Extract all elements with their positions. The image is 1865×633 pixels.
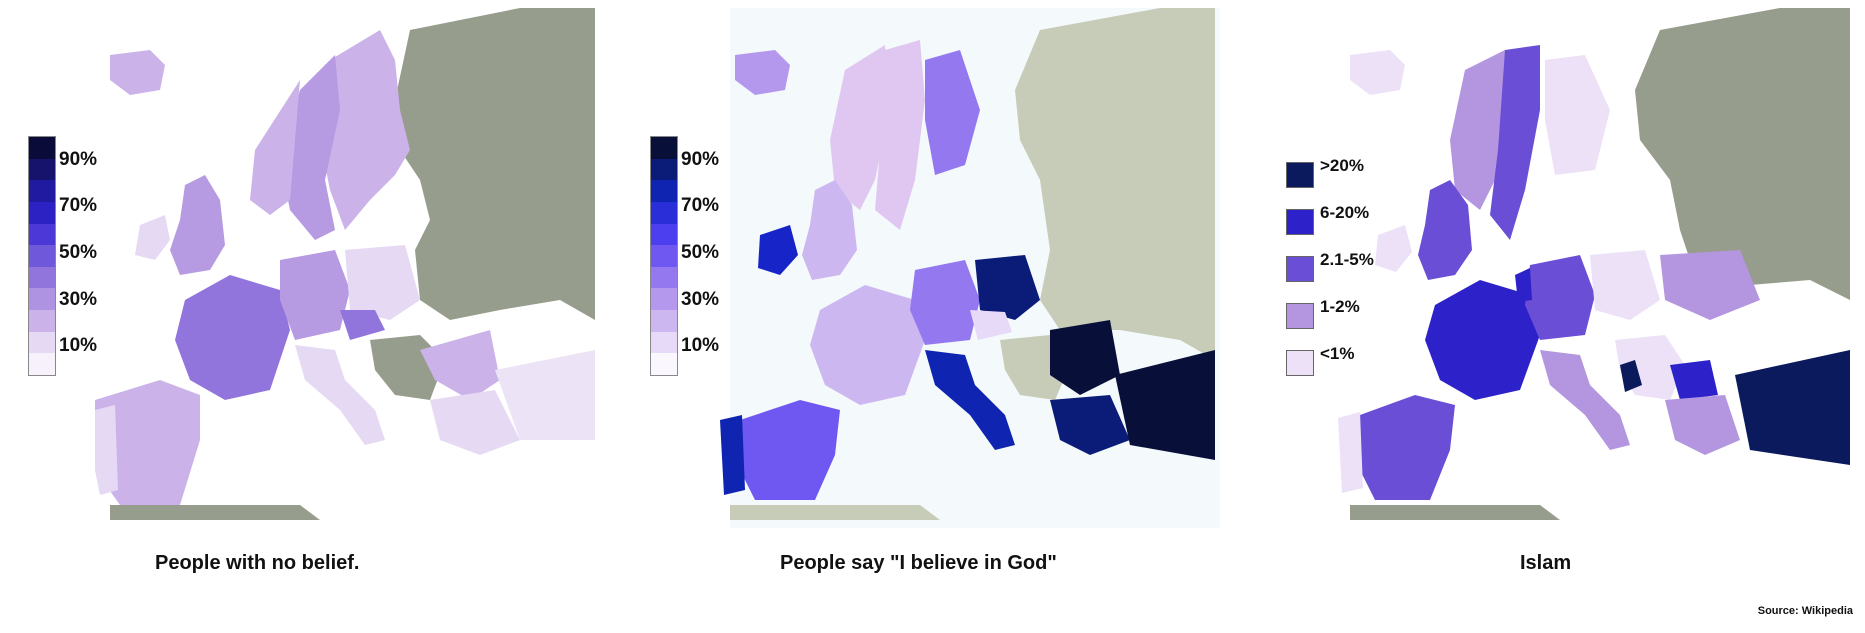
region-benelux [1515,268,1532,302]
legend-swatch [1286,350,1314,376]
region-russia [395,8,595,320]
legend-item: >20% [1286,156,1364,188]
legend-label: 1-2% [1320,297,1360,316]
region-germany [280,250,350,340]
region-czechia [340,310,385,340]
legend-label: >20% [1320,156,1364,175]
legend-tick: 90% [681,149,720,170]
region-turkey [1735,350,1850,465]
legend-tick: 70% [59,195,98,216]
legend-tick: 10% [59,335,98,356]
region-france [1425,280,1540,400]
region-bulgaria [1670,360,1718,400]
region-romania [1050,320,1120,395]
map-caption: Islam [1520,552,1572,574]
legend-tick: 70% [681,195,720,216]
region-iceland [110,50,165,95]
region-finland [925,50,980,175]
region-spain [95,380,200,505]
region-spain [740,400,840,500]
region-iceland [1350,50,1405,95]
region-czechia [970,310,1012,340]
legend-tick: 50% [681,242,720,263]
region-poland [345,245,420,320]
region-france [175,275,290,400]
region-ukraine [1660,250,1760,320]
region-ireland [758,225,798,275]
legend-item: <1% [1286,344,1355,376]
region-portugal [1338,412,1363,493]
region-ireland [135,215,170,260]
region-sweden [1490,45,1540,240]
map-caption: People say "I believe in God" [780,552,1057,574]
region-greece-turkey [430,390,520,455]
europe-map-islam [1338,8,1850,528]
map-panel-believe-god: 90% 70% 50% 30% 10% People say "I believ… [620,0,1220,574]
legend-label: 2.1-5% [1320,250,1374,269]
legend-tick: 30% [59,289,98,310]
legend-item: 1-2% [1286,297,1360,329]
legend-swatch [1286,256,1314,282]
legend-swatch [1286,303,1314,329]
legend-label: <1% [1320,344,1355,363]
legend-tick: 30% [681,289,720,310]
region-greece [1050,395,1130,455]
region-italy [925,350,1015,450]
region-romania [420,330,500,400]
legend-item: 2.1-5% [1286,250,1374,282]
europe-map-believe-god [720,8,1220,528]
region-ireland [1375,225,1412,272]
source-credit: Source: Wikipedia [1757,605,1853,617]
legend-swatch [1286,162,1314,188]
region-norway [830,45,890,210]
europe-map-no-belief [95,8,595,520]
map-caption: People with no belief. [155,552,360,574]
legend-gradient-no-belief: 90% 70% 50% 30% 10% [28,136,97,376]
legend-swatch [1286,209,1314,235]
region-uk [802,180,857,280]
region-germany [910,260,980,345]
region-north-africa [110,505,320,520]
region-france [810,285,925,405]
legend-gradient-believe-god: 90% 70% 50% 30% 10% [650,136,719,376]
region-finland [1545,55,1610,175]
region-iceland [735,50,790,95]
region-north-africa [730,505,940,520]
region-poland [975,255,1040,320]
region-turkey [495,350,595,440]
region-greece [1665,395,1740,455]
region-turkey [1115,350,1215,460]
region-norway [1450,50,1510,210]
legend-tick: 90% [59,149,98,170]
region-finland-sweden [320,30,410,230]
region-germany [1525,255,1595,340]
legend-tick: 50% [59,242,98,263]
region-uk [170,175,225,275]
region-bosnia [1620,360,1642,392]
map-panel-islam: >20% 6-20% 2.1-5% 1-2% <1% Islam [1240,0,1865,574]
region-sweden [875,40,925,230]
region-norway [250,80,300,215]
region-uk [1418,180,1472,280]
legend-item: 6-20% [1286,203,1369,235]
region-north-africa [1350,505,1560,520]
map-panel-no-belief: 90% 70% 50% 30% 10% People with no belie… [0,0,600,574]
region-poland [1590,250,1660,320]
region-portugal [720,415,745,495]
region-italy [295,345,385,445]
region-russia [1015,8,1215,360]
region-spain [1360,395,1455,500]
region-russia [1635,8,1850,300]
region-portugal [95,405,118,495]
legend-label: 6-20% [1320,203,1370,222]
legend-tick: 10% [681,335,720,356]
region-sweden [280,55,340,240]
region-italy [1540,350,1630,450]
